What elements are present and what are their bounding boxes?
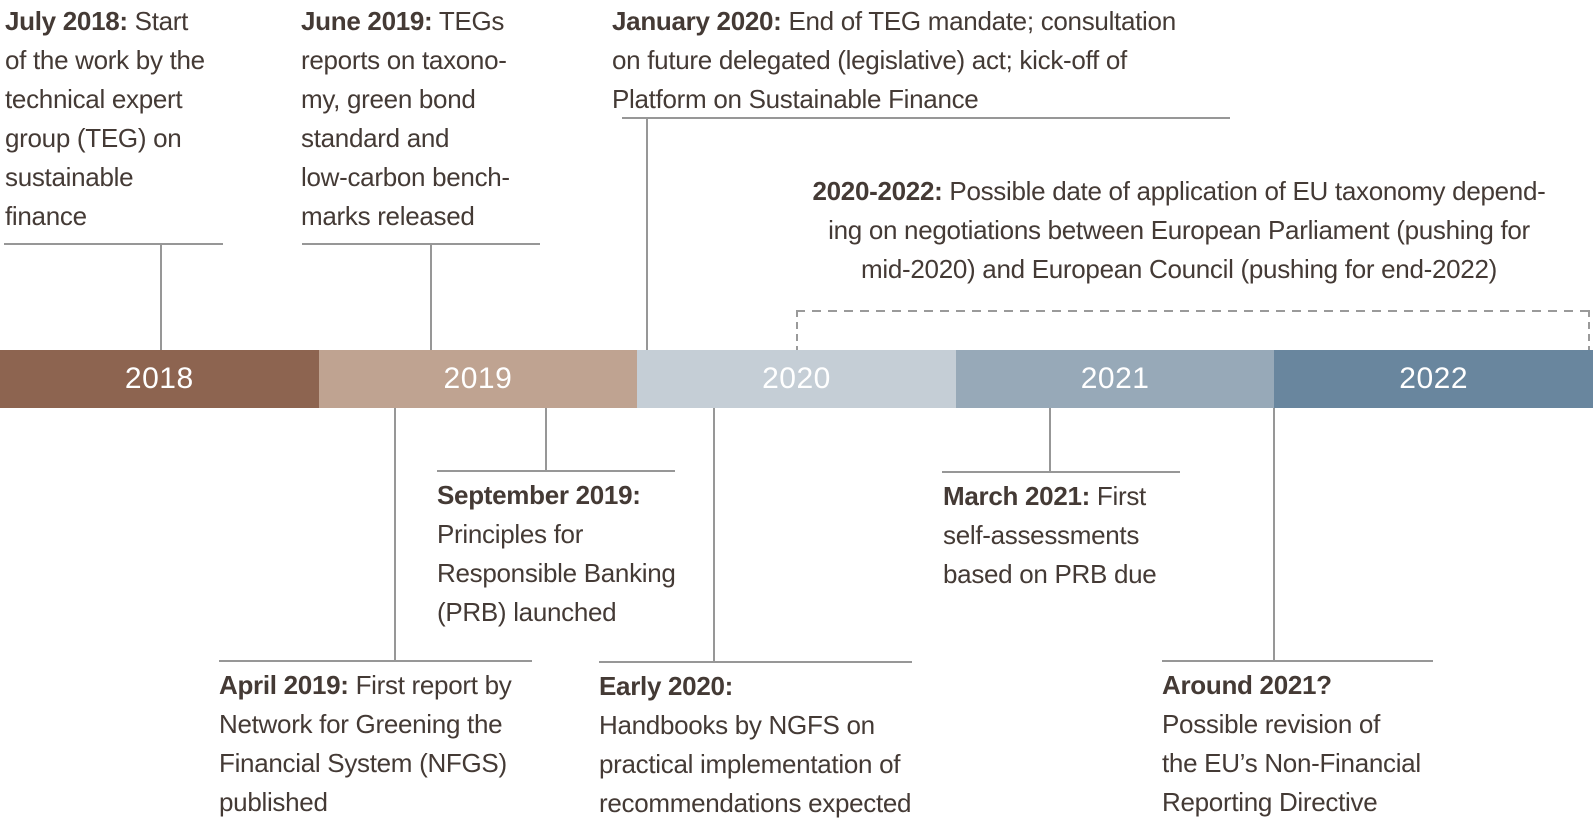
annotation-text: reports on taxono- — [301, 45, 507, 75]
annotation-text: the EU’s Non-Financial — [1162, 748, 1421, 778]
annotation-text: End of TEG mandate; consultation — [781, 6, 1176, 36]
annotation-text: Possible date of application of EU taxon… — [942, 176, 1546, 206]
dashed-bracket-left — [796, 310, 798, 350]
annotation-text: (PRB) launched — [437, 597, 617, 627]
timeline-bar: 2018 2019 2020 2021 2022 — [0, 350, 1593, 408]
annotation-text: practical implementation of — [599, 749, 901, 779]
connector-overline-april-2019 — [219, 660, 532, 662]
annotation-text: Handbooks by NGFS on — [599, 710, 875, 740]
year-label-2019: 2019 — [443, 362, 513, 395]
connector-stem-march-2021 — [1049, 408, 1051, 471]
annotation-text: finance — [5, 201, 87, 231]
dashed-bracket-right — [1588, 310, 1590, 350]
timeline-segment-2018: 2018 — [0, 350, 319, 408]
annotation-text: recommendations expected — [599, 788, 912, 818]
annotation-title: June 2019: — [301, 6, 433, 36]
connector-underline-july-2018 — [4, 243, 223, 245]
annotation-text: Principles for — [437, 519, 584, 549]
annotation-april-2019: April 2019: First report by Network for … — [219, 666, 549, 822]
annotation-title: September 2019: — [437, 480, 641, 510]
connector-stem-around-2021 — [1273, 408, 1275, 660]
annotation-text: Responsible Banking — [437, 558, 676, 588]
connector-underline-june-2019 — [302, 243, 540, 245]
annotation-text: based on PRB due — [943, 559, 1157, 589]
annotation-text: self-assessments — [943, 520, 1140, 550]
year-label-2020: 2020 — [762, 362, 831, 395]
annotation-text: on future delegated (legislative) act; k… — [612, 45, 1127, 75]
annotation-text: low-carbon bench- — [301, 162, 510, 192]
annotation-text: ing on negotiations between European Par… — [828, 215, 1530, 245]
annotation-text: Network for Greening the — [219, 709, 503, 739]
connector-overline-around-2021 — [1162, 660, 1433, 662]
annotation-june-2019: June 2019: TEGs reports on taxono- my, g… — [301, 2, 546, 236]
annotation-text: published — [219, 787, 328, 817]
connector-stem-april-2019 — [394, 408, 396, 660]
annotation-text: marks released — [301, 201, 475, 231]
annotation-text: Financial System (NFGS) — [219, 748, 507, 778]
annotation-around-2021: Around 2021? Possible revision of the EU… — [1162, 666, 1452, 822]
annotation-text: technical expert — [5, 84, 183, 114]
annotation-text: TEGs — [432, 6, 505, 36]
annotation-text: Start — [127, 6, 189, 36]
annotation-title: July 2018: — [5, 6, 128, 36]
timeline-segment-2021: 2021 — [955, 350, 1275, 408]
timeline-segment-2020: 2020 — [637, 350, 956, 408]
annotation-title: Around 2021? — [1162, 670, 1332, 700]
annotation-january-2020: January 2020: End of TEG mandate; consul… — [612, 2, 1262, 119]
connector-overline-september-2019 — [437, 470, 675, 472]
annotation-september-2019: September 2019: Principles for Responsib… — [437, 476, 687, 632]
timeline-segment-2019: 2019 — [318, 350, 638, 408]
connector-stem-september-2019 — [545, 408, 547, 470]
year-label-2018: 2018 — [124, 362, 194, 395]
annotation-text: Platform on Sustainable Finance — [612, 84, 979, 114]
annotation-2020-2022: 2020-2022: Possible date of application … — [790, 172, 1568, 289]
annotation-text: group (TEG) on — [5, 123, 182, 153]
annotation-text: Reporting Directive — [1162, 787, 1378, 817]
connector-stem-early-2020 — [713, 408, 715, 661]
connector-overline-march-2021 — [942, 471, 1180, 473]
year-label-2021: 2021 — [1080, 362, 1150, 395]
dashed-bracket-top — [796, 310, 1590, 312]
annotation-title: 2020-2022: — [812, 176, 943, 206]
annotation-title: Early 2020: — [599, 671, 734, 701]
annotation-text: Possible revision of — [1162, 709, 1380, 739]
annotation-text: sustainable — [5, 162, 134, 192]
annotation-march-2021: March 2021: First self-assessments based… — [943, 477, 1193, 594]
connector-stem-january-2020 — [646, 117, 648, 350]
annotation-text: mid-2020) and European Council (pushing … — [861, 254, 1497, 284]
annotation-july-2018: July 2018: Start of the work by the tech… — [5, 2, 235, 236]
annotation-text: First report by — [348, 670, 512, 700]
connector-overline-early-2020 — [599, 661, 912, 663]
annotation-text: standard and — [301, 123, 450, 153]
connector-stem-june-2019 — [430, 243, 432, 350]
annotation-title: March 2021: — [943, 481, 1090, 511]
annotation-early-2020: Early 2020: Handbooks by NGFS on practic… — [599, 667, 939, 823]
year-label-2022: 2022 — [1399, 362, 1469, 395]
connector-underline-january-2020 — [622, 117, 1230, 119]
annotation-text: of the work by the — [5, 45, 205, 75]
annotation-title: January 2020: — [612, 6, 782, 36]
connector-stem-july-2018 — [160, 243, 162, 350]
annotation-text: First — [1090, 481, 1146, 511]
annotation-text: my, green bond — [301, 84, 476, 114]
annotation-title: April 2019: — [219, 670, 349, 700]
timeline-segment-2022: 2022 — [1274, 350, 1593, 408]
